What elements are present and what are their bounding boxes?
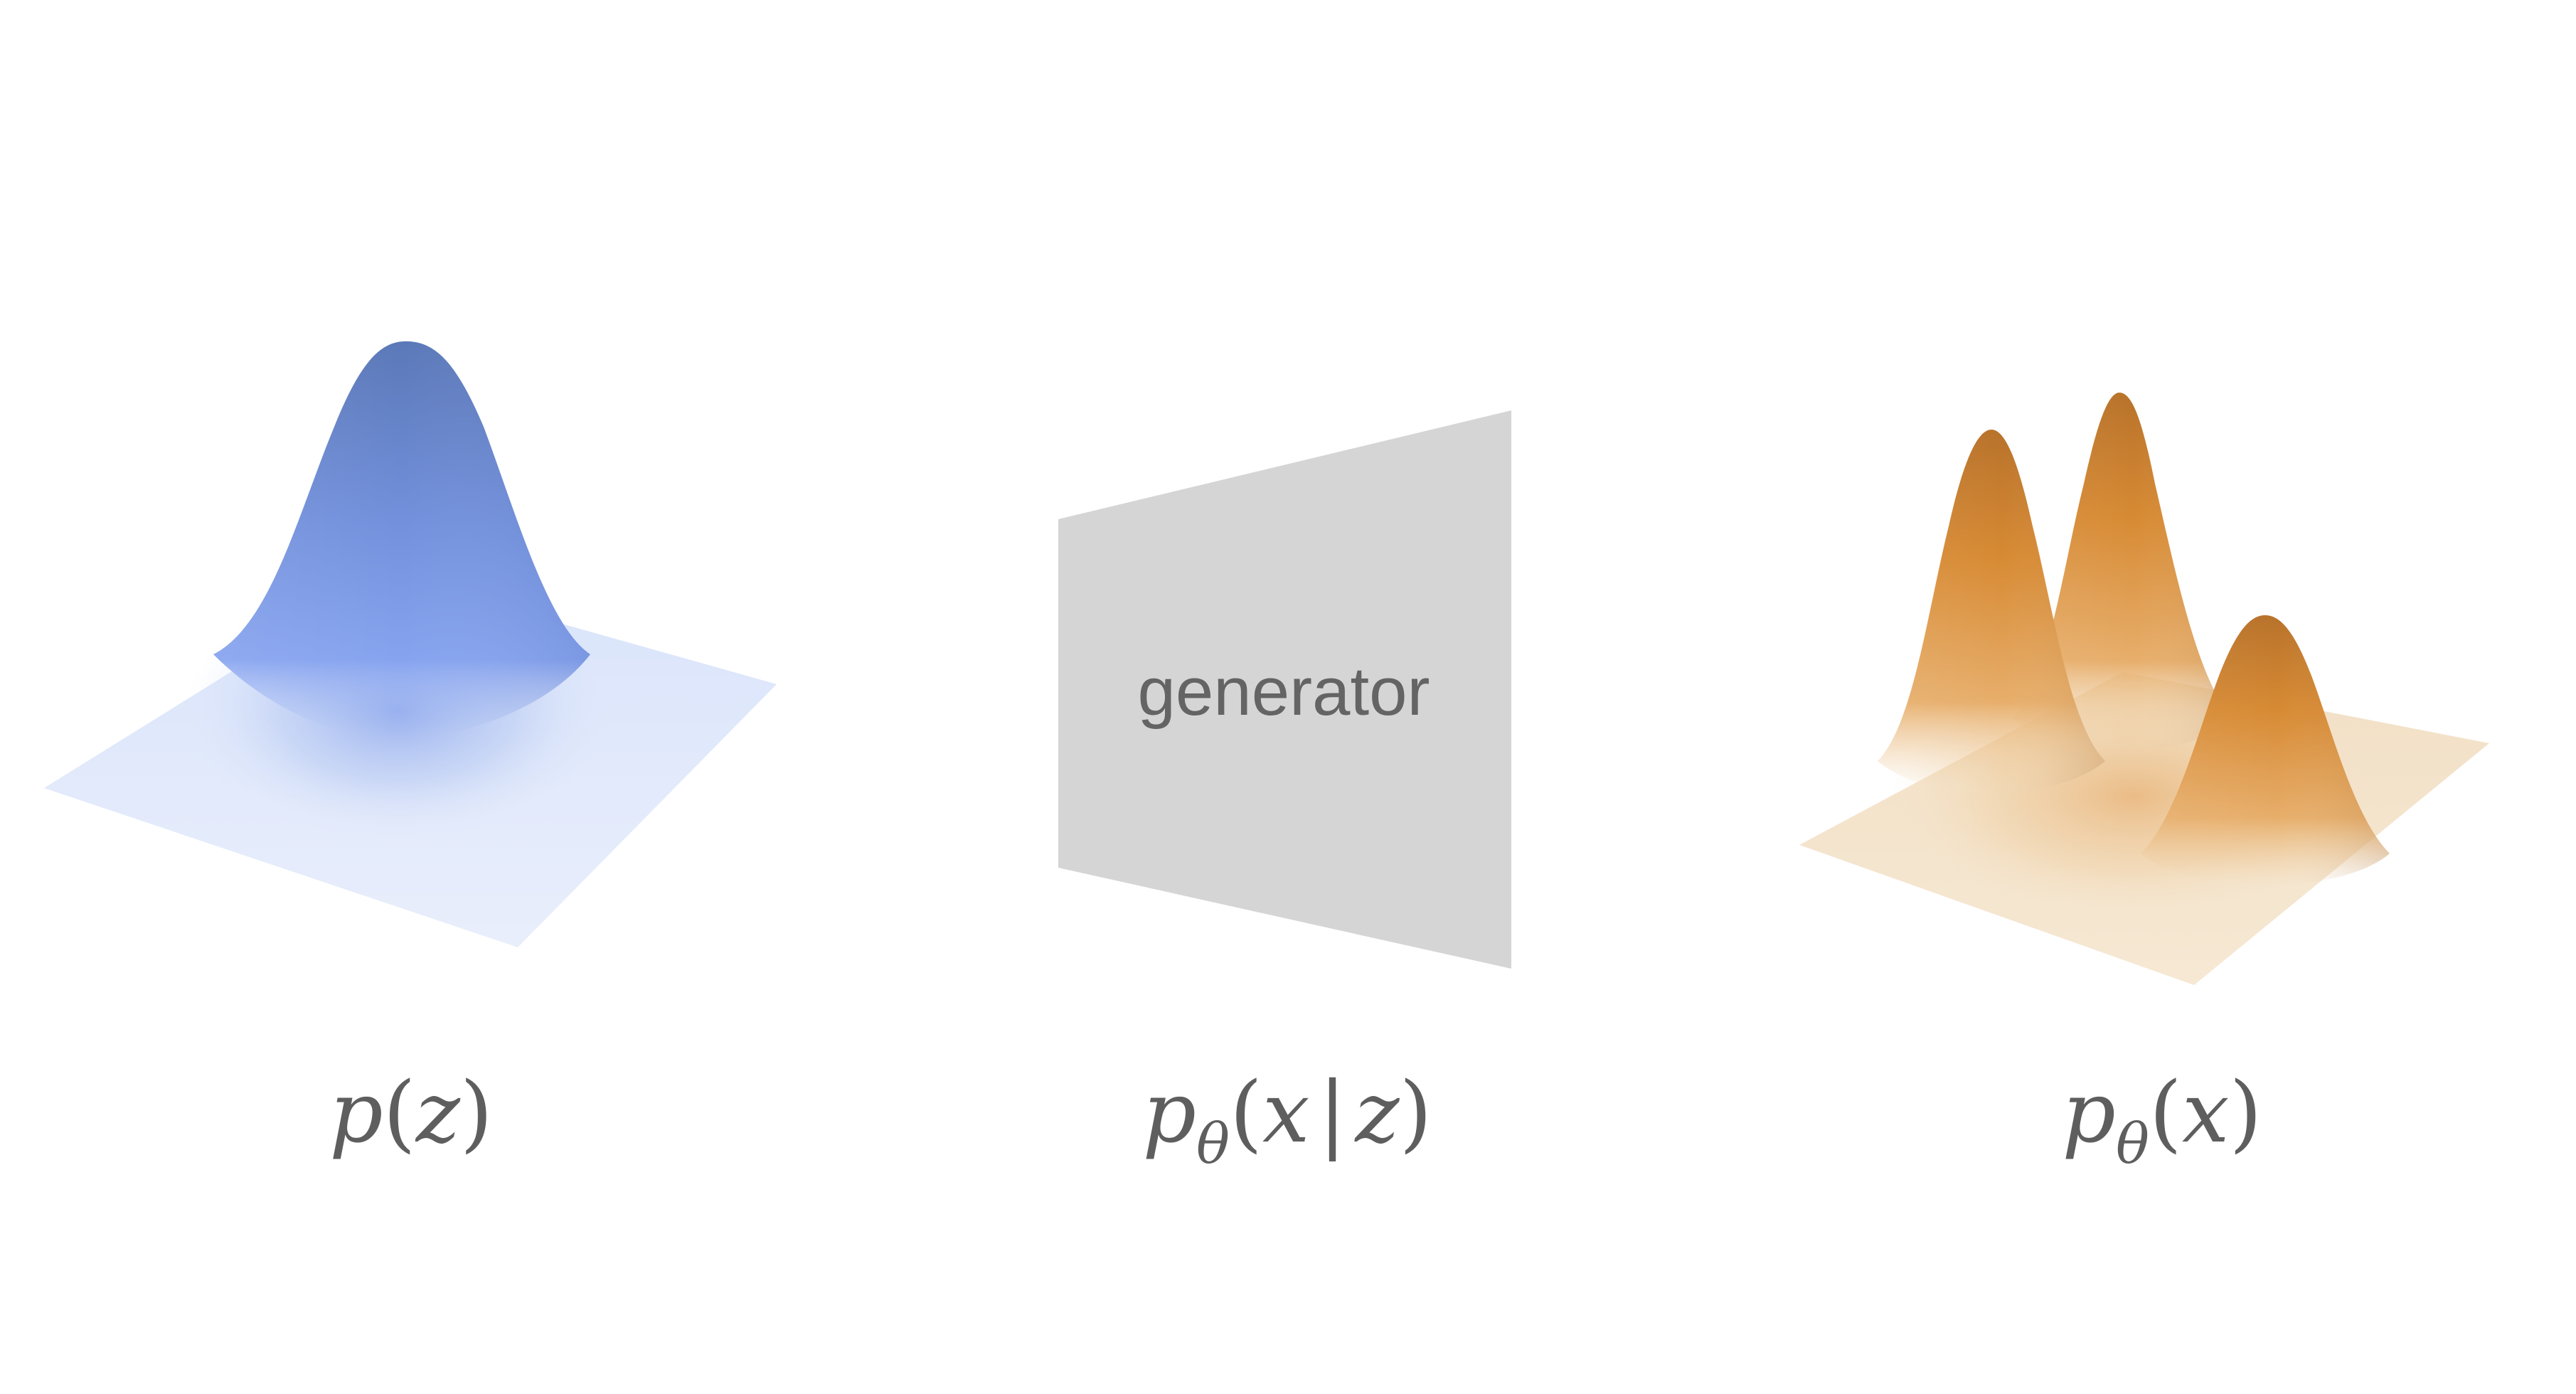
generator-label-bar: | xyxy=(1319,1063,1347,1161)
prior-label-open: ( xyxy=(383,1063,416,1161)
marginal-label-sub: θ xyxy=(2116,1112,2149,1176)
prior-label-arg: z xyxy=(415,1063,461,1161)
marginal-label-var: p xyxy=(2062,1063,2116,1161)
prior-label-var: p xyxy=(329,1063,383,1161)
generator-label-arg1: x xyxy=(1262,1063,1310,1161)
marginal-peak-center-shade xyxy=(2013,393,2233,750)
generator-label-arg2: z xyxy=(1353,1063,1400,1161)
generator-label-var: p xyxy=(1142,1063,1196,1161)
marginal-label-open: ( xyxy=(2149,1063,2182,1161)
generator-label-sub: θ xyxy=(1196,1112,1230,1176)
marginal-distribution-surface xyxy=(1799,393,2489,985)
marginal-label-close: ) xyxy=(2230,1063,2262,1161)
generator-label-open: ( xyxy=(1230,1063,1262,1161)
generator-text: generator xyxy=(1138,654,1430,730)
generator-label: pθ(x | z) xyxy=(1142,1063,1432,1176)
generator-trapezoid xyxy=(1058,410,1511,969)
prior-bell-shading xyxy=(213,341,590,740)
generator-block: generator xyxy=(1058,410,1511,969)
prior-distribution-surface xyxy=(44,341,777,947)
marginal-label: pθ(x) xyxy=(2062,1063,2262,1176)
marginal-label-arg: x xyxy=(2182,1063,2230,1161)
marginal-peak-right-shade xyxy=(2141,615,2390,885)
generator-label-close: ) xyxy=(1400,1063,1432,1161)
prior-label-close: ) xyxy=(460,1063,493,1161)
marginal-peak-left-shade xyxy=(1878,430,2105,793)
prior-label: p(z) xyxy=(329,1063,493,1161)
